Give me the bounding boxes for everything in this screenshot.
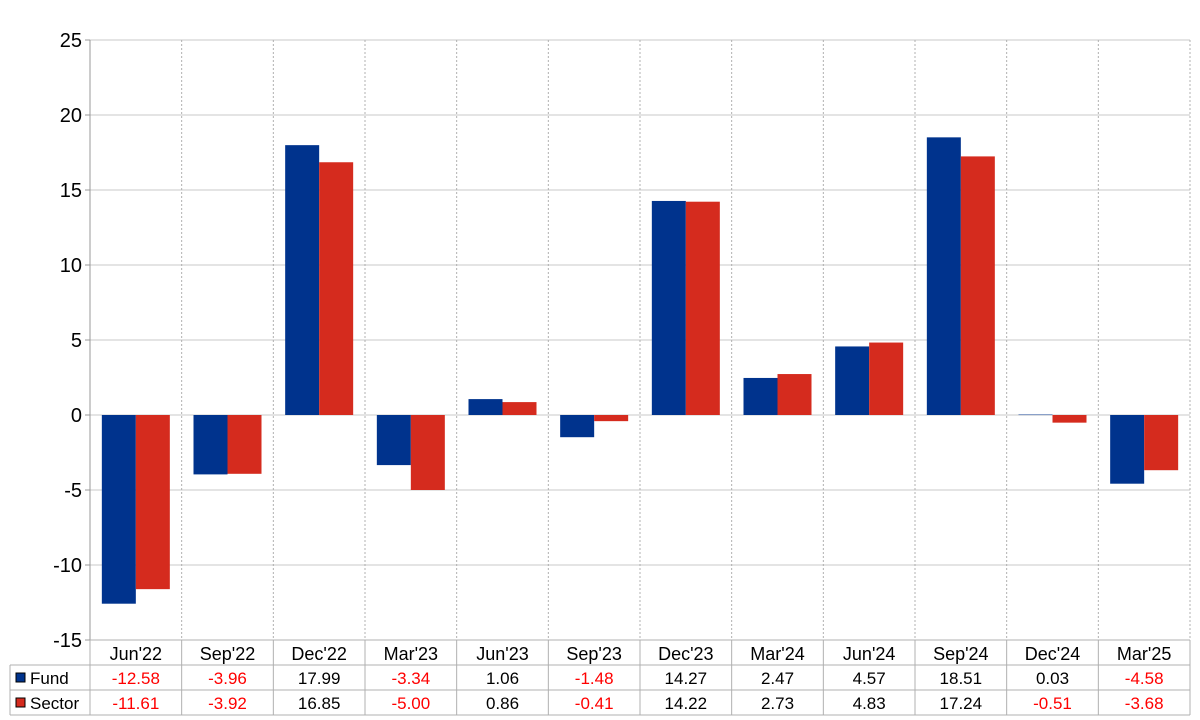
bar-fund-7 (743, 377, 778, 415)
data-label-fund: -3.96 (208, 669, 247, 688)
bars (101, 137, 1179, 604)
data-label-fund: 4.57 (853, 669, 886, 688)
x-tick-label: Mar'23 (384, 644, 438, 664)
bar-fund-8 (835, 346, 870, 415)
y-tick-label: 15 (60, 180, 82, 202)
data-label-fund: -1.48 (575, 669, 614, 688)
data-label-sector: 2.73 (761, 694, 794, 713)
y-axis: 25 20 15 10 5 0 -5 -10 -15 (53, 30, 91, 652)
data-label-fund: 0.03 (1036, 669, 1069, 688)
legend-swatch-fund (15, 672, 26, 683)
data-label-sector: -3.92 (208, 694, 247, 713)
data-label-fund: 2.47 (761, 669, 794, 688)
data-label-fund: 18.51 (940, 669, 983, 688)
bar-fund-4 (468, 399, 503, 415)
legend-label-fund: Fund (30, 669, 69, 688)
x-tick-label: Mar'24 (750, 644, 804, 664)
bar-sector-3 (410, 415, 445, 490)
bar-fund-10 (1018, 414, 1053, 416)
bar-sector-11 (1144, 415, 1179, 471)
legend-swatch-sector (15, 697, 26, 708)
x-tick-label: Jun'23 (476, 644, 528, 664)
bar-sector-4 (502, 402, 537, 415)
data-label-fund: -12.58 (112, 669, 160, 688)
bar-sector-2 (319, 162, 354, 415)
data-label-fund: 17.99 (298, 669, 341, 688)
x-tick-label: Sep'24 (933, 644, 989, 664)
x-tick-label: Dec'24 (1025, 644, 1080, 664)
y-tick-label: -15 (53, 630, 82, 652)
bar-sector-5 (594, 415, 629, 422)
x-tick-label: Sep'22 (200, 644, 256, 664)
data-table: Jun'22 Sep'22 Dec'22 Mar'23 Jun'23 Sep'23 Dec'… (9, 639, 1191, 716)
data-label-fund: -3.34 (391, 669, 430, 688)
x-tick-label: Jun'24 (843, 644, 895, 664)
grid-lines (89, 39, 1191, 641)
data-label-fund: -4.58 (1125, 669, 1164, 688)
y-tick-label: 25 (60, 30, 82, 52)
data-label-fund: 14.27 (665, 669, 708, 688)
y-tick-label: -5 (64, 480, 82, 502)
x-tick-label: Dec'22 (291, 644, 346, 664)
y-tick-label: 20 (60, 105, 82, 127)
data-label-sector: -5.00 (391, 694, 430, 713)
data-label-sector: -0.41 (575, 694, 614, 713)
bar-sector-1 (227, 415, 262, 474)
data-label-sector: -0.51 (1033, 694, 1072, 713)
bar-fund-9 (926, 137, 961, 415)
x-tick-label: Jun'22 (110, 644, 162, 664)
y-tick-label: -10 (53, 555, 82, 577)
bar-fund-6 (651, 200, 686, 415)
x-tick-label: Dec'23 (658, 644, 713, 664)
x-tick-label: Sep'23 (566, 644, 622, 664)
bar-fund-0 (101, 415, 136, 604)
data-label-sector: 14.22 (665, 694, 708, 713)
y-tick-label: 5 (71, 330, 82, 352)
data-label-sector: 16.85 (298, 694, 341, 713)
legend-label-sector: Sector (30, 694, 79, 713)
bar-fund-5 (560, 415, 595, 438)
data-label-fund: 1.06 (486, 669, 519, 688)
data-label-sector: -11.61 (112, 694, 159, 713)
bar-sector-8 (869, 342, 904, 415)
bar-sector-10 (1052, 415, 1087, 423)
bar-fund-2 (285, 145, 320, 415)
y-tick-label: 0 (71, 405, 82, 427)
data-label-sector: 0.86 (486, 694, 519, 713)
bar-sector-6 (685, 201, 720, 415)
bar-sector-0 (135, 415, 170, 590)
bar-sector-7 (777, 374, 812, 415)
data-label-sector: 4.83 (853, 694, 886, 713)
x-tick-label: Mar'25 (1117, 644, 1171, 664)
data-label-sector: 17.24 (940, 694, 983, 713)
data-label-sector: -3.68 (1125, 694, 1164, 713)
bar-fund-11 (1110, 415, 1145, 484)
bar-fund-3 (376, 415, 411, 466)
bar-fund-1 (193, 415, 228, 475)
bar-sector-9 (960, 156, 995, 415)
y-tick-label: 10 (60, 255, 82, 277)
